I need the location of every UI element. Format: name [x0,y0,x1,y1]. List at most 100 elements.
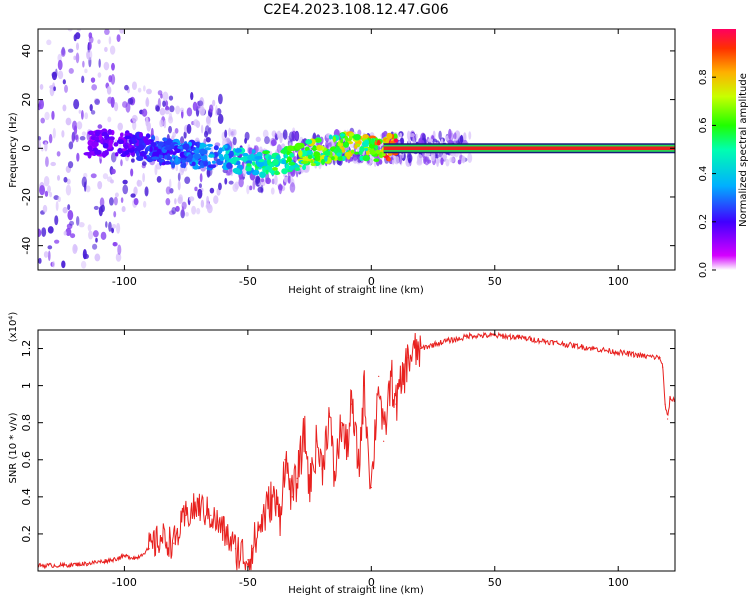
snr-point [395,403,397,405]
spectrogram-cell [164,109,170,115]
spectrogram-cell [87,224,92,232]
spectrogram-cell [323,150,331,157]
spectrogram-cell [262,129,269,138]
spectrogram-cell [265,177,271,185]
spectrogram-cell [80,110,84,120]
spectrogram-cell [117,147,123,154]
spectrogram-cell [38,139,41,150]
spectrogram-cell [144,139,152,146]
spectrogram-cell [94,136,100,141]
snr-point [617,351,619,353]
spectrogram-cell [448,128,452,140]
spectrogram-cell [260,177,265,183]
spectrogram-cell [287,165,295,171]
spectrogram-cell [97,39,101,45]
spectrogram-cell [122,184,129,195]
spectrogram-cell [206,143,213,148]
spectrogram-cell [105,149,109,156]
snr-point [469,334,471,337]
spectrogram-cell [399,132,402,138]
spectrogram-cell [162,137,168,142]
spectrogram-cell [38,136,42,141]
spectrogram-cell [164,146,172,150]
spectrogram-cell [316,144,323,151]
spectrogram-cell [146,88,152,95]
spectrogram-cell [121,205,126,213]
snr-point [664,403,666,405]
spectrogram-cell [305,150,313,155]
spectrogram-cell [91,141,99,148]
snr-point [568,344,570,346]
spectrogram-cell [177,180,181,191]
spectrogram-cell [102,142,109,149]
spectrogram-cell [111,223,117,229]
snr-point [494,334,496,337]
spectrogram-cell [65,117,72,126]
spectrogram-cell [95,131,100,137]
spectrogram-cell [142,85,146,92]
spectrogram-cell [226,162,233,169]
spectrogram-cell [99,139,104,144]
snr-point [321,468,323,470]
spectrogram-cell [107,96,113,104]
snr-point [383,440,385,442]
spectrogram-cell [274,174,278,186]
spectrogram-cell [62,79,66,85]
spectrogram-cell [94,98,100,106]
spectrogram-cell [226,167,233,176]
spectrogram-cell [119,29,125,34]
spectrogram-cell [88,42,92,50]
spectrogram-cell [124,150,130,156]
spectrogram-cell [335,146,341,151]
spectrogram-cell [234,148,242,153]
snr-point [304,431,306,433]
spectrogram-cell [332,136,336,143]
snr-point [350,403,353,405]
spectrogram-cell [143,200,147,208]
spectrogram-cell [386,132,393,140]
spectrogram-cell [224,129,228,138]
spectrogram-cell [213,195,219,205]
spectrogram-cell [156,176,162,183]
spectrogram-xtick-label: -50 [239,275,257,288]
spectrogram-cell [81,75,85,84]
spectrogram-panel: -100 -50 0 50 100 -40 -20 0 20 40 Height of strai… [8,28,676,296]
colorbar-tick-label: 0.2 [698,214,709,230]
spectrogram-cell [249,185,253,191]
spectrogram-ticks: -100 -50 0 50 100 -40 -20 0 20 40 [20,29,675,288]
snr-point [358,468,360,470]
spectrogram-cell [104,29,110,36]
spectrogram-cell [164,154,168,160]
spectrogram-cell [313,138,322,143]
spectrogram-cell [111,227,115,234]
spectrogram-cell [79,136,86,141]
spectrogram-cell [359,155,365,161]
spectrogram-cell [300,160,309,164]
spectrogram-cell [282,129,288,140]
spectrogram-cell [235,157,241,161]
spectrogram-cell [57,196,61,203]
spectrogram-cell [197,100,204,107]
snr-point [457,338,459,340]
spectrogram-cell [55,68,58,78]
spectrogram-cell [97,124,103,129]
spectrogram-cell [198,183,202,189]
spectrogram-cell [232,136,237,146]
spectrogram-cell [113,101,119,112]
spectrogram-cell [406,130,411,141]
spectrogram-cell [122,179,128,185]
spectrogram-cell [260,184,264,194]
spectrogram-cell [168,116,174,124]
spectrogram-cell [280,149,287,154]
snr-xlabel: Height of straight line (km) [288,585,424,596]
snr-point [328,412,330,415]
spectrogram-cell [49,191,53,198]
spectrogram-cell [246,184,250,195]
spectrogram-cell [67,204,71,211]
spectrogram-cell [112,241,117,247]
spectrogram-cell [422,133,426,140]
spectrogram-cell [40,117,45,124]
spectrogram-cell [120,197,124,203]
spectrogram-cell [310,159,314,164]
spectrogram-cell [409,133,415,138]
